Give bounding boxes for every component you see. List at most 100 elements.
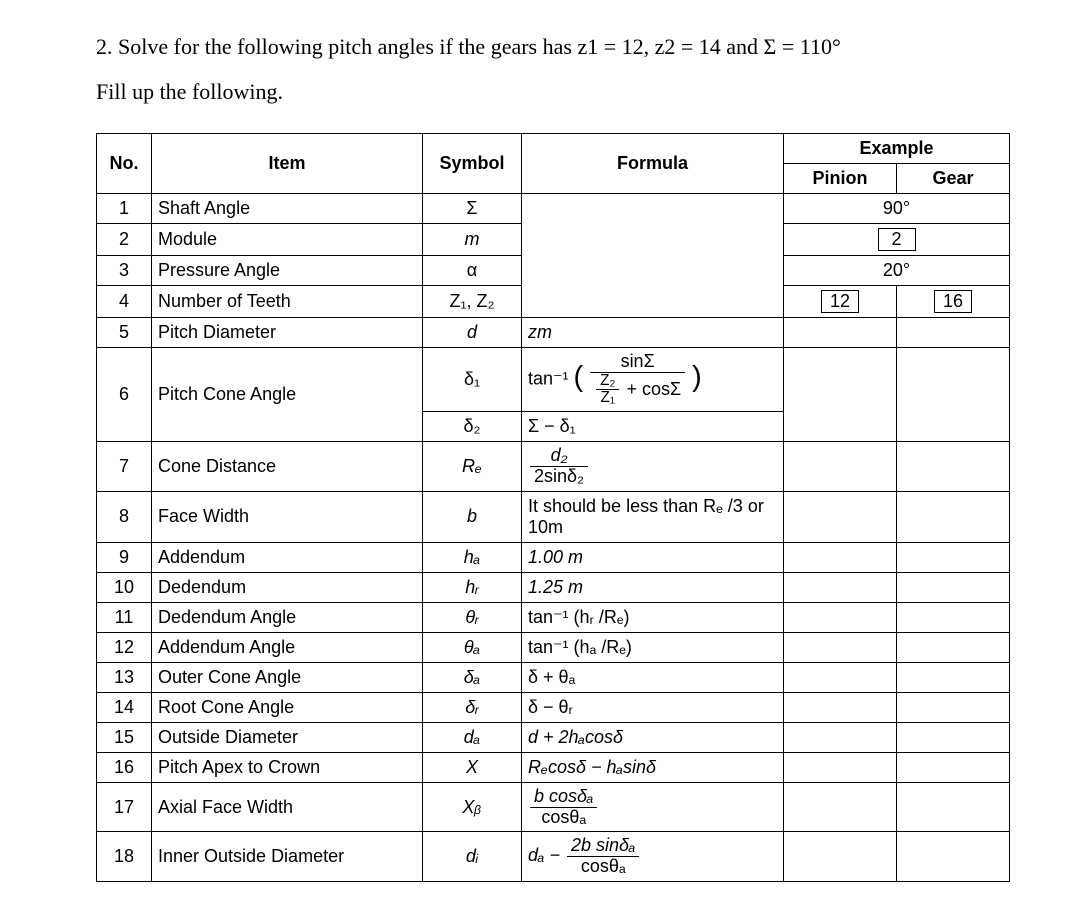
- fraction: d₂ 2sinδ₂: [530, 446, 588, 487]
- table-row: 12 Addendum Angle θₐ tan⁻¹ (hₐ /Rₑ): [97, 632, 1010, 662]
- cell-no: 7: [97, 442, 152, 492]
- hdr-no: No.: [97, 133, 152, 193]
- cell-example-pinion: [784, 692, 897, 722]
- cell-formula: d₂ 2sinδ₂: [522, 442, 784, 492]
- cell-example-gear: [897, 572, 1010, 602]
- cell-no: 17: [97, 782, 152, 832]
- table-row: 1 Shaft Angle Σ 90°: [97, 193, 1010, 223]
- cell-item: Dedendum: [152, 572, 423, 602]
- cell-item: Pitch Diameter: [152, 317, 423, 347]
- frac-num: b cosδₐ: [530, 787, 597, 808]
- cell-example-pinion: [784, 662, 897, 692]
- cell-formula: It should be less than Rₑ /3 or 10m: [522, 491, 784, 542]
- cell-symbol: α: [423, 255, 522, 285]
- cell-item: Pressure Angle: [152, 255, 423, 285]
- cell-formula: 1.00 m: [522, 542, 784, 572]
- cell-no: 13: [97, 662, 152, 692]
- cell-formula: zm: [522, 317, 784, 347]
- cell-example-gear: [897, 602, 1010, 632]
- hdr-item: Item: [152, 133, 423, 193]
- cell-example-pinion: [784, 347, 897, 441]
- formula-text: It should be less than Rₑ /3 or 10m: [528, 496, 764, 537]
- cell-example-pinion: [784, 317, 897, 347]
- close-paren: ): [692, 361, 702, 393]
- cell-no: 4: [97, 285, 152, 317]
- cell-no: 14: [97, 692, 152, 722]
- page: 2. Solve for the following pitch angles …: [0, 0, 1080, 922]
- hdr-formula: Formula: [522, 133, 784, 193]
- cell-example-gear: [897, 722, 1010, 752]
- table-row: 15 Outside Diameter dₐ d + 2hₐcosδ: [97, 722, 1010, 752]
- table-row: 16 Pitch Apex to Crown X Rₑcosδ − hₐsinδ: [97, 752, 1010, 782]
- fraction: sinΣ Z₂ Z₁ + cosΣ: [590, 352, 685, 407]
- hdr-example: Example: [784, 133, 1010, 163]
- fill-text: Fill up the following.: [96, 73, 1010, 110]
- hdr-pinion: Pinion: [784, 163, 897, 193]
- cell-symbol: X: [423, 752, 522, 782]
- hdr-gear: Gear: [897, 163, 1010, 193]
- cell-example-pinion: [784, 442, 897, 492]
- cell-example-pinion: [784, 752, 897, 782]
- cell-symbol: θᵣ: [423, 602, 522, 632]
- cell-example: 90°: [784, 193, 1010, 223]
- cell-example-gear: [897, 317, 1010, 347]
- cell-example-pinion: [784, 542, 897, 572]
- cell-no: 16: [97, 752, 152, 782]
- cell-example-pinion: 12: [784, 285, 897, 317]
- cell-example-pinion: [784, 491, 897, 542]
- cell-no: 18: [97, 832, 152, 882]
- fraction: 2b sinδₐ cosθₐ: [567, 836, 640, 877]
- cell-no: 12: [97, 632, 152, 662]
- boxed-value: 12: [821, 290, 859, 313]
- cell-formula: tan⁻¹ (hᵣ /Rₑ): [522, 602, 784, 632]
- frac-den: 2sinδ₂: [530, 467, 588, 487]
- cell-item: Inner Outside Diameter: [152, 832, 423, 882]
- cell-symbol: dₐ: [423, 722, 522, 752]
- cell-item: Dedendum Angle: [152, 602, 423, 632]
- cell-example-gear: [897, 442, 1010, 492]
- cell-formula-blank: [522, 193, 784, 317]
- cell-item: Face Width: [152, 491, 423, 542]
- cell-symbol: Σ: [423, 193, 522, 223]
- cell-formula: Σ − δ₁: [522, 412, 784, 442]
- frac-num: 2b sinδₐ: [567, 836, 640, 857]
- cell-symbol: dᵢ: [423, 832, 522, 882]
- cell-symbol: hₐ: [423, 542, 522, 572]
- boxed-value: 2: [878, 228, 916, 251]
- cell-example-pinion: [784, 572, 897, 602]
- cell-example-gear: 16: [897, 285, 1010, 317]
- cell-example-gear: [897, 491, 1010, 542]
- frac-num: d₂: [530, 446, 588, 467]
- cell-item: Shaft Angle: [152, 193, 423, 223]
- inner-den: Z₁: [596, 390, 619, 407]
- cell-no: 10: [97, 572, 152, 602]
- cell-formula: δ + θₐ: [522, 662, 784, 692]
- cell-example-pinion: [784, 722, 897, 752]
- cell-symbol: Rₑ: [423, 442, 522, 492]
- cell-item: Outer Cone Angle: [152, 662, 423, 692]
- cell-formula: tan⁻¹ (hₐ /Rₑ): [522, 632, 784, 662]
- inner-num: Z₂: [596, 373, 619, 391]
- open-paren: (: [574, 361, 584, 393]
- cell-symbol: Z₁, Z₂: [423, 285, 522, 317]
- cell-formula: tan⁻¹ ( sinΣ Z₂ Z₁ + cosΣ ): [522, 347, 784, 411]
- cell-symbol: δₐ: [423, 662, 522, 692]
- boxed-value: 16: [934, 290, 972, 313]
- cell-no: 11: [97, 602, 152, 632]
- cell-example-gear: [897, 632, 1010, 662]
- cell-symbol: b: [423, 491, 522, 542]
- cell-item: Pitch Apex to Crown: [152, 752, 423, 782]
- cell-no: 5: [97, 317, 152, 347]
- cell-formula: b cosδₐ cosθₐ: [522, 782, 784, 832]
- cell-no: 1: [97, 193, 152, 223]
- cell-symbol: θₐ: [423, 632, 522, 662]
- cell-item: Number of Teeth: [152, 285, 423, 317]
- cell-no: 9: [97, 542, 152, 572]
- frac-den: Z₂ Z₁ + cosΣ: [590, 373, 685, 408]
- table-row: 18 Inner Outside Diameter dᵢ dₐ − 2b sin…: [97, 832, 1010, 882]
- cell-example-gear: [897, 347, 1010, 441]
- cell-symbol: δ₁: [423, 347, 522, 411]
- table-row: 10 Dedendum hᵣ 1.25 m: [97, 572, 1010, 602]
- cell-example-pinion: [784, 782, 897, 832]
- question-text: 2. Solve for the following pitch angles …: [96, 28, 1010, 65]
